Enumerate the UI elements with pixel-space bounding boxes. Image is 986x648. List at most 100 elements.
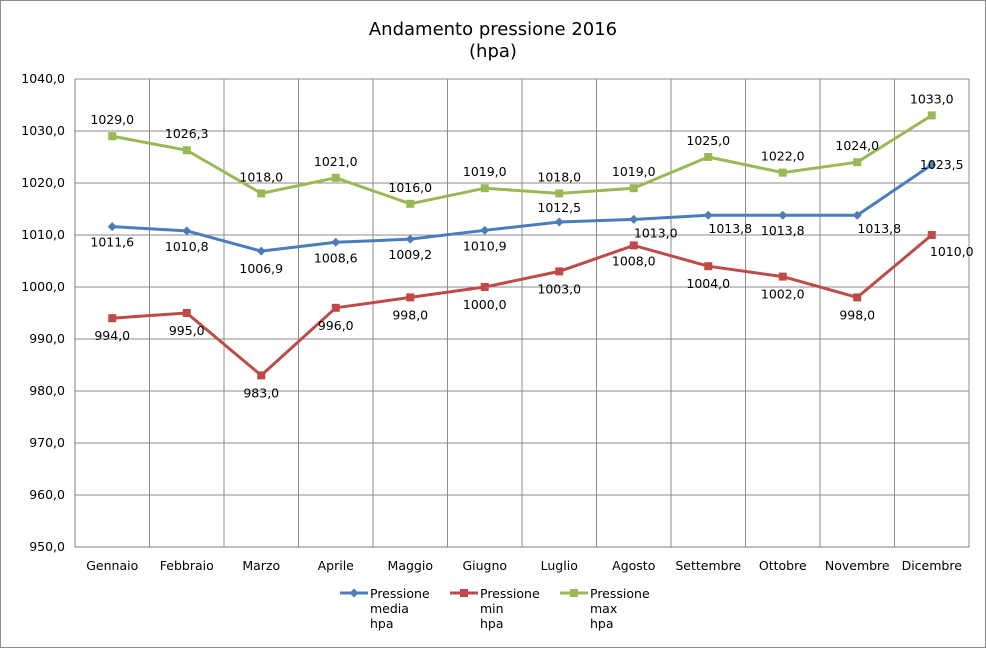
x-tick-label: Novembre (825, 558, 890, 573)
data-label: 1008,0 (612, 253, 656, 268)
data-point (555, 189, 564, 198)
data-point (257, 371, 266, 380)
data-point (778, 168, 787, 177)
data-label: 1019,0 (463, 164, 507, 179)
y-tick-label: 970,0 (29, 435, 65, 450)
data-point (629, 184, 638, 193)
data-label: 1010,8 (165, 239, 209, 254)
legend-label: hpa (480, 616, 504, 631)
series-line-min (112, 233, 933, 377)
data-point (256, 246, 266, 256)
data-point (853, 158, 862, 167)
data-label: 998,0 (839, 307, 875, 322)
data-point (182, 146, 191, 155)
y-tick-label: 1010,0 (21, 227, 65, 242)
data-label: 1013,8 (857, 221, 901, 236)
legend-label: hpa (370, 616, 394, 631)
data-point (108, 314, 117, 323)
x-tick-label: Dicembre (902, 558, 963, 573)
data-label: 1024,0 (835, 138, 879, 153)
data-label: 1006,9 (239, 261, 283, 276)
data-label: 1010,0 (930, 244, 974, 259)
data-label: 1011,6 (90, 235, 134, 250)
series-media (107, 160, 937, 256)
data-label: 996,0 (318, 318, 354, 333)
data-point (480, 184, 489, 193)
data-label: 1022,0 (761, 149, 805, 164)
data-point (406, 293, 415, 302)
data-point (704, 153, 713, 161)
y-tick-label: 1040,0 (21, 71, 65, 86)
x-tick-label: Settembre (675, 558, 741, 573)
y-tick-label: 960,0 (29, 487, 65, 502)
series-max (108, 111, 936, 208)
x-tick-label: Maggio (388, 558, 433, 573)
data-label: 1018,0 (239, 169, 283, 184)
x-tick-label: Agosto (612, 558, 655, 573)
data-label: 1025,0 (686, 133, 730, 148)
data-point (703, 210, 713, 220)
data-point (555, 267, 564, 276)
data-point (257, 189, 266, 198)
data-label: 1013,0 (634, 225, 678, 240)
y-tick-label: 950,0 (29, 539, 65, 554)
data-point (108, 132, 117, 141)
data-point (331, 303, 340, 312)
data-point (107, 222, 117, 232)
data-label: 1016,0 (388, 180, 432, 195)
data-point (853, 293, 862, 302)
chart-title-line: Andamento pressione 2016 (369, 19, 617, 40)
x-tick-label: Aprile (318, 558, 355, 573)
axes: 950,0 960,0 970,0 980,0 990,0 1000,0 1010,0 102… (21, 71, 969, 573)
data-point (406, 199, 415, 208)
data-label: 1000,0 (463, 297, 507, 312)
legend-label: hpa (590, 616, 614, 631)
data-label: 1023,5 (920, 157, 964, 172)
chart-title-line: (hpa) (469, 41, 517, 62)
series-line-media (112, 163, 933, 253)
legend-label: Pressione (370, 586, 430, 601)
legend-label: media (370, 601, 409, 616)
data-label: 1018,0 (537, 169, 581, 184)
data-label: 1009,2 (388, 247, 432, 262)
data-labels: 1011,6 1010,8 1006,9 1008,6 1009,2 1010,9 1012… (90, 91, 973, 400)
data-point (778, 210, 788, 220)
data-point (629, 214, 639, 224)
data-label: 995,0 (169, 323, 205, 338)
series-line-max (111, 114, 933, 206)
data-label: 1003,0 (537, 281, 581, 296)
legend-marker (570, 589, 578, 597)
data-point (182, 309, 191, 317)
data-point (778, 272, 787, 281)
data-label: 1029,0 (90, 112, 134, 127)
data-label: 1019,0 (612, 164, 656, 179)
series-layer (107, 111, 937, 380)
y-tick-label: 990,0 (29, 331, 65, 346)
legend: PressionemediahpaPressioneminhpaPression… (340, 586, 650, 631)
x-tick-label: Gennaio (86, 558, 138, 573)
x-tick-label: Giugno (462, 558, 507, 573)
legend-label: Pressione (480, 586, 540, 601)
x-tick-label: Marzo (242, 558, 280, 573)
data-point (405, 234, 415, 244)
data-point (480, 283, 489, 291)
data-label: 998,0 (392, 307, 428, 322)
data-label: 1013,8 (761, 223, 805, 238)
data-point (480, 225, 490, 235)
data-label: 1008,6 (314, 250, 358, 265)
data-point (629, 241, 638, 250)
chart-title: Andamento pressione 2016(hpa) (369, 19, 617, 62)
data-point (331, 173, 340, 182)
legend-label: min (480, 601, 504, 616)
data-label: 1012,5 (537, 200, 581, 215)
legend-label: max (590, 601, 617, 616)
data-point (927, 160, 937, 170)
data-label: 1010,9 (463, 238, 507, 253)
y-tick-label: 980,0 (29, 383, 65, 398)
x-tick-label: Luglio (541, 558, 578, 573)
